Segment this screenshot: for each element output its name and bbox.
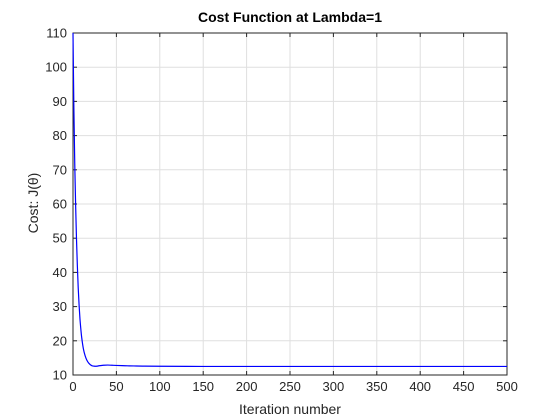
y-tick-label: 90 xyxy=(53,94,67,109)
cost-series-line xyxy=(72,32,507,368)
x-tick-label: 300 xyxy=(323,379,345,394)
axes xyxy=(72,32,508,376)
y-tick-label: 10 xyxy=(53,368,67,383)
tick-labels: 0 50 100 150 200 250 300 350 400 450 500 10 20 30 40 50… xyxy=(45,26,518,395)
x-axis-label: Iteration number xyxy=(239,401,341,417)
x-tick-label: 450 xyxy=(453,379,475,394)
grid xyxy=(73,33,507,375)
x-tick-label: 350 xyxy=(366,379,388,394)
x-tick-label: 250 xyxy=(279,379,301,394)
x-tick-label: 100 xyxy=(149,379,171,394)
chart-title: Cost Function at Lambda=1 xyxy=(198,9,382,25)
x-tick-label: 400 xyxy=(409,379,431,394)
y-tick-label: 60 xyxy=(53,197,67,212)
y-tick-label: 110 xyxy=(46,26,67,41)
y-tick-label: 80 xyxy=(53,128,67,143)
y-tick-label: 50 xyxy=(53,231,67,246)
y-tick-label: 100 xyxy=(45,60,67,75)
y-tick-label: 40 xyxy=(53,265,67,280)
x-tick-label: 0 xyxy=(69,379,76,394)
y-tick-label: 70 xyxy=(53,162,67,177)
y-tick-label: 30 xyxy=(53,299,67,314)
x-tick-label: 200 xyxy=(236,379,258,394)
x-tick-label: 500 xyxy=(496,379,518,394)
x-tick-label: 150 xyxy=(192,379,214,394)
y-axis-label: Cost: J(θ) xyxy=(25,173,41,234)
x-tick-label: 50 xyxy=(109,379,123,394)
y-tick-label: 20 xyxy=(53,333,67,348)
series-layer xyxy=(72,32,507,368)
